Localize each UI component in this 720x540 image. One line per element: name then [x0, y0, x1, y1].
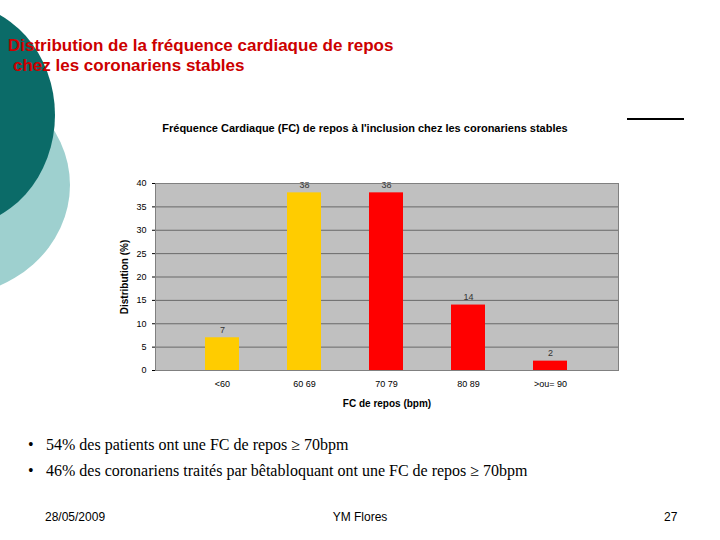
svg-text:10: 10	[136, 319, 146, 329]
svg-text:60 69: 60 69	[293, 379, 316, 389]
svg-text:15: 15	[136, 295, 146, 305]
svg-text:FC de repos (bpm): FC de repos (bpm)	[343, 398, 431, 409]
svg-text:14: 14	[463, 292, 473, 302]
svg-text:>ou= 90: >ou= 90	[534, 379, 567, 389]
html-text:54% des patients ont une FC de: 54% des patients ont une FC de repos ≥ 7…	[46, 436, 349, 453]
svg-text:0: 0	[141, 365, 146, 375]
svg-text:<60: <60	[215, 379, 230, 389]
svg-text:40: 40	[136, 178, 146, 188]
svg-text:38: 38	[299, 180, 309, 190]
svg-text:2: 2	[548, 348, 553, 358]
svg-text:25: 25	[136, 249, 146, 259]
html-text:28/05/2009: 28/05/2009	[45, 510, 106, 524]
svg-text:38: 38	[381, 180, 391, 190]
svg-text:5: 5	[141, 342, 146, 352]
html-text:Fréquence Cardiaque (FC) de re: Fréquence Cardiaque (FC) de repos à l'in…	[162, 122, 568, 134]
html-text:27: 27	[664, 510, 678, 524]
svg-text:30: 30	[136, 225, 146, 235]
svg-text:70 79: 70 79	[375, 379, 398, 389]
svg-text:Distribution (%): Distribution (%)	[119, 240, 130, 314]
html-text:chez les coronariens stables: chez les coronariens stables	[13, 56, 245, 75]
svg-text:7: 7	[220, 325, 225, 335]
svg-text:35: 35	[136, 202, 146, 212]
svg-text:80 89: 80 89	[457, 379, 480, 389]
html-text:YM Flores: YM Flores	[332, 510, 388, 524]
html-text:46% des coronariens traités pa: 46% des coronariens traités par bêtabloq…	[46, 462, 528, 479]
svg-text:20: 20	[136, 272, 146, 282]
html-text:Distribution de la fréquence c: Distribution de la fréquence cardiaque d…	[8, 36, 394, 55]
